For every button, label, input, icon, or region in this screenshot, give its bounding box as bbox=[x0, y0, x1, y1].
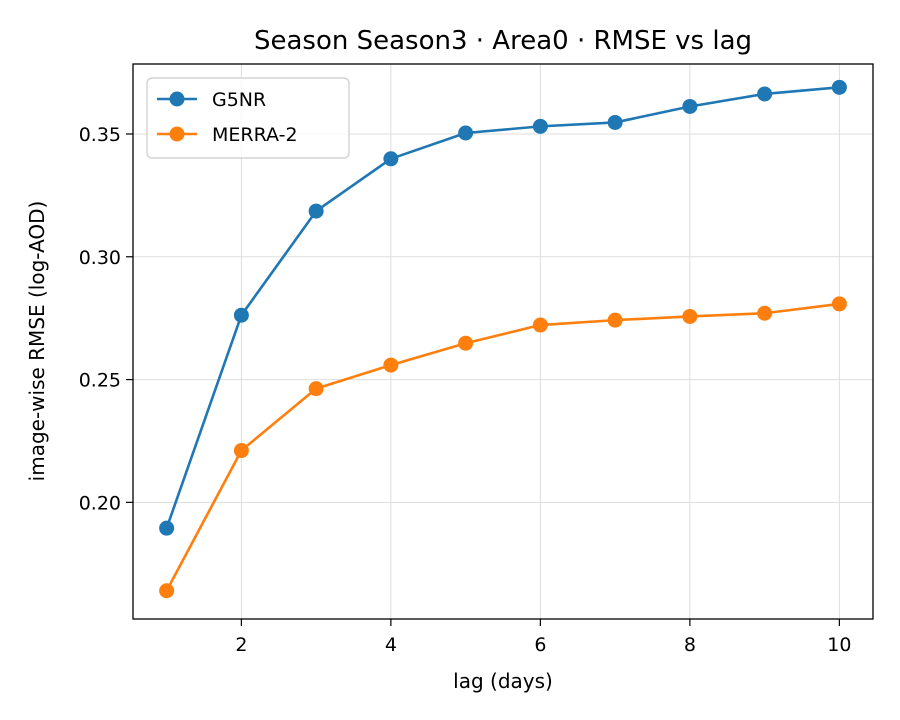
data-point-merra-2 bbox=[308, 381, 324, 397]
x-tick-label: 8 bbox=[684, 634, 696, 656]
data-point-g5nr bbox=[682, 98, 698, 114]
data-point-g5nr bbox=[383, 151, 399, 167]
data-point-merra-2 bbox=[607, 312, 623, 328]
data-point-g5nr bbox=[308, 203, 324, 219]
series-g5nr bbox=[159, 79, 847, 536]
y-tick-label: 0.35 bbox=[79, 124, 121, 146]
legend-marker-g5nr bbox=[169, 91, 185, 107]
x-axis-label: lag (days) bbox=[453, 669, 553, 693]
legend: G5NR MERRA-2 bbox=[146, 77, 350, 159]
data-point-merra-2 bbox=[159, 583, 175, 599]
series-layer bbox=[159, 79, 847, 599]
y-tick-label: 0.25 bbox=[79, 370, 121, 392]
data-point-g5nr bbox=[607, 114, 623, 130]
data-point-g5nr bbox=[532, 118, 548, 134]
data-point-g5nr bbox=[159, 520, 175, 536]
data-point-g5nr bbox=[831, 79, 847, 95]
data-point-merra-2 bbox=[757, 305, 773, 321]
chart-title: Season Season3 · Area0 · RMSE vs lag bbox=[254, 26, 752, 56]
plot-frame bbox=[132, 63, 874, 620]
legend-label-merra-2: MERRA-2 bbox=[212, 124, 298, 146]
x-tick-label: 4 bbox=[385, 634, 397, 656]
series-line-g5nr bbox=[165, 86, 840, 529]
data-point-merra-2 bbox=[383, 357, 399, 373]
data-point-g5nr bbox=[233, 307, 249, 323]
ticks: 2 4 6 8 10 0.20 0.25 0.30 0.35 bbox=[79, 124, 852, 656]
data-point-merra-2 bbox=[532, 317, 548, 333]
data-point-g5nr bbox=[458, 125, 474, 141]
legend-box bbox=[146, 77, 350, 159]
x-tick-label: 6 bbox=[534, 634, 546, 656]
y-axis-label: image-wise RMSE (log-AOD) bbox=[25, 201, 49, 482]
series-merra-2 bbox=[159, 296, 847, 599]
data-point-merra-2 bbox=[831, 296, 847, 312]
legend-marker-merra-2 bbox=[169, 126, 185, 142]
x-tick-label: 2 bbox=[235, 634, 247, 656]
legend-label-g5nr: G5NR bbox=[212, 89, 266, 111]
data-point-merra-2 bbox=[458, 335, 474, 351]
series-line-merra-2 bbox=[165, 302, 840, 592]
data-point-merra-2 bbox=[682, 308, 698, 324]
y-tick-label: 0.20 bbox=[79, 492, 121, 514]
data-point-merra-2 bbox=[233, 443, 249, 459]
y-tick-label: 0.30 bbox=[79, 247, 121, 269]
data-point-g5nr bbox=[757, 86, 773, 102]
x-tick-label: 10 bbox=[827, 634, 851, 656]
